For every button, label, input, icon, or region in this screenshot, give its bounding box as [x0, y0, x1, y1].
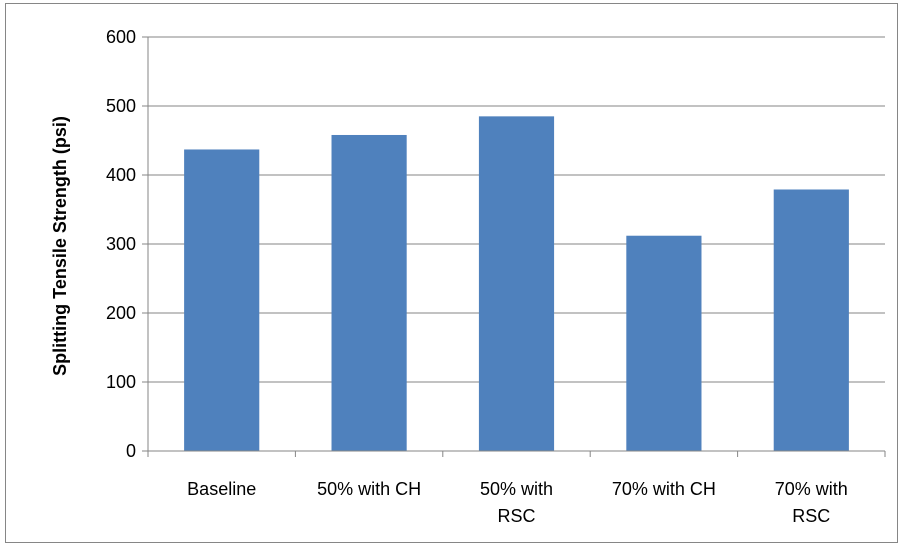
x-tick-label: 50% with CH	[317, 479, 421, 499]
y-tick-label: 200	[106, 303, 136, 323]
y-tick-label: 500	[106, 96, 136, 116]
bars	[184, 116, 849, 452]
gridlines	[148, 36, 885, 383]
bar	[331, 134, 407, 452]
x-tick-label: Baseline	[187, 479, 256, 499]
bar	[478, 116, 555, 451]
y-tick-label: 300	[106, 234, 136, 254]
x-tick-label: 70% with RSC	[775, 479, 848, 526]
x-tick-label: 50% with RSC	[480, 479, 553, 526]
tick-labels: 0 100 200 300 400 500 600 Baseline 50% with CH 50…	[106, 27, 848, 526]
y-tick-label: 100	[106, 372, 136, 392]
bar	[626, 235, 702, 451]
y-axis-title: Splitting Tensile Strength (psi)	[50, 116, 70, 376]
y-tick-label: 400	[106, 165, 136, 185]
bar	[184, 149, 260, 451]
y-tick-label: 600	[106, 27, 136, 47]
bar	[773, 189, 849, 452]
chart-frame	[5, 3, 898, 543]
axes	[142, 36, 886, 457]
x-tick-label: 70% with CH	[612, 479, 716, 499]
y-tick-label: 0	[126, 441, 136, 461]
